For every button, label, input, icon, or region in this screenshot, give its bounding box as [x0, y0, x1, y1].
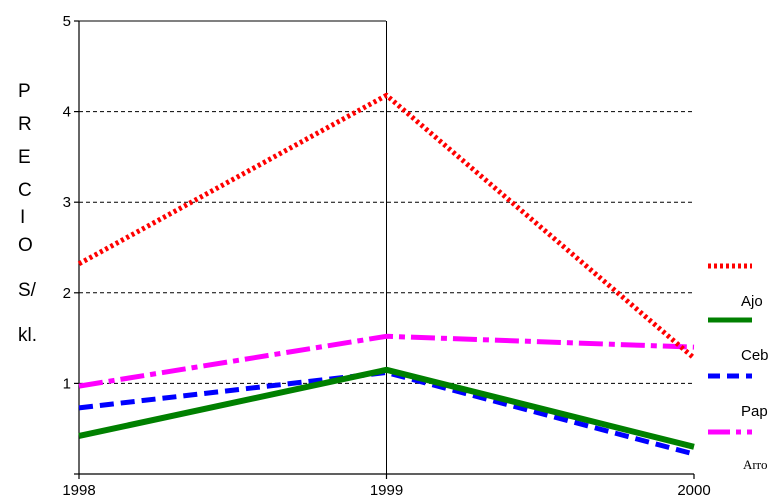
legend-label-arro: Arro	[743, 457, 768, 472]
y-axis-label: P R E C I O S/ kl.	[18, 81, 37, 346]
y-axis-label-line: P	[18, 81, 31, 102]
y-axis-label-line: S/	[18, 280, 37, 301]
y-axis-label-line: kl.	[18, 325, 37, 346]
x-axis-ticks: 1998 1999 2000	[62, 474, 711, 499]
y-axis-label-line: E	[18, 147, 31, 168]
grid-lines	[79, 21, 694, 474]
y-axis-label-line: O	[18, 235, 33, 256]
y-axis-ticks: 1 2 3 4 5	[63, 13, 79, 475]
series-lines	[77, 92, 696, 457]
y-axis-label-line: I	[20, 207, 25, 228]
x-tick-label: 2000	[677, 482, 710, 499]
legend-label-ajo: Ajo	[741, 293, 763, 310]
legend-label-pap: Pap	[741, 403, 768, 420]
x-tick-label: 1999	[370, 482, 403, 499]
y-tick-label: 4	[63, 104, 71, 121]
y-tick-label: 1	[63, 375, 71, 392]
series-line-series-1	[77, 92, 696, 360]
y-axis-label-line: C	[18, 180, 32, 201]
y-axis-label-line: R	[18, 114, 32, 135]
legend-label-ceb: Ceb	[741, 347, 769, 364]
legend: Ajo Ceb Pap Arro	[708, 263, 769, 472]
y-tick-label: 5	[63, 13, 71, 30]
series-line-pap	[78, 333, 695, 389]
y-tick-label: 2	[63, 285, 71, 302]
x-tick-label: 1998	[62, 482, 95, 499]
y-tick-label: 3	[63, 194, 71, 211]
series-line-ajo	[78, 366, 695, 450]
